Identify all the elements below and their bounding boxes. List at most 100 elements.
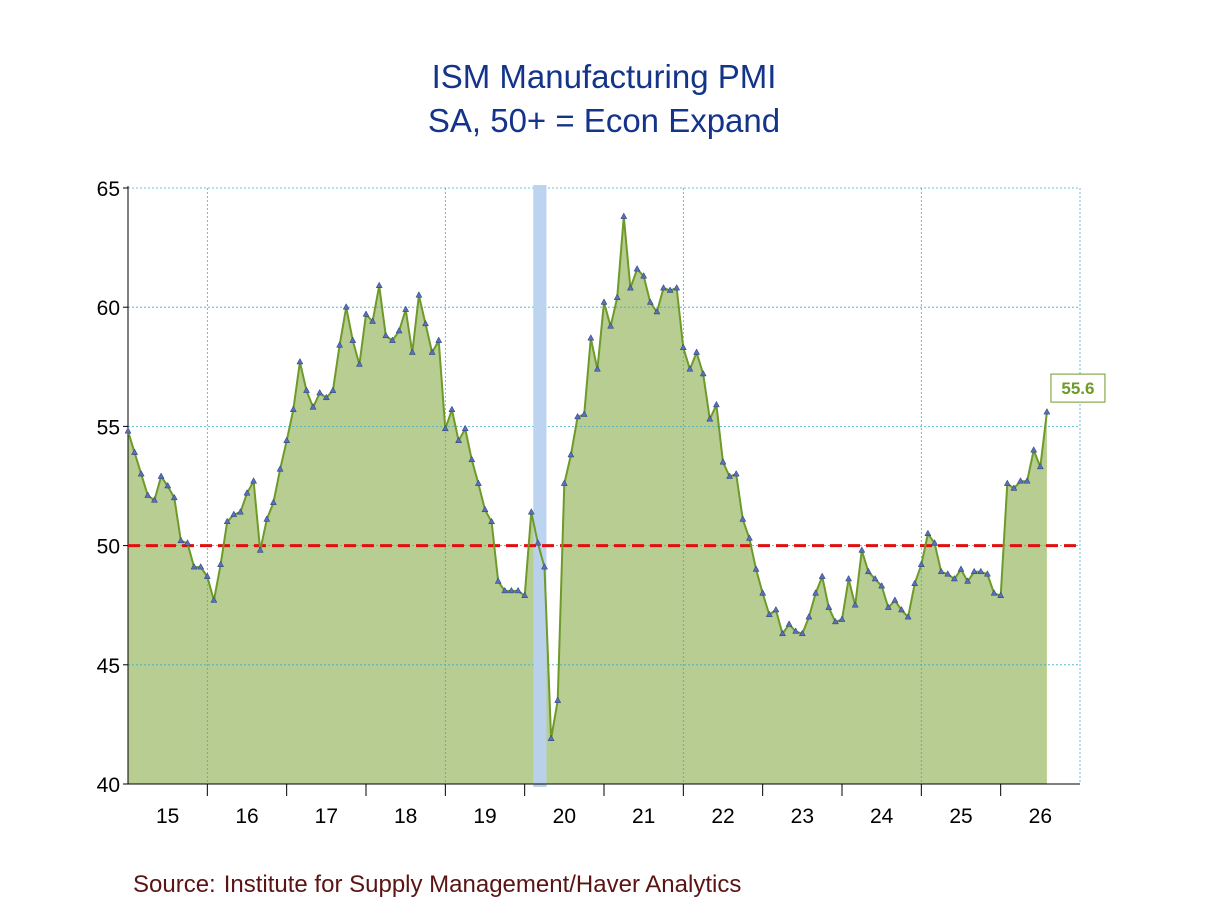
data-point-marker	[620, 212, 628, 219]
data-point-marker	[428, 348, 436, 355]
data-point-marker	[739, 515, 747, 522]
data-point-marker	[474, 479, 482, 486]
data-point-marker	[950, 574, 958, 582]
data-point-marker	[798, 629, 806, 637]
data-point-marker	[838, 615, 846, 622]
data-point-marker	[712, 400, 720, 408]
data-point-marker	[977, 567, 985, 575]
last-value-label: 55.6	[1061, 379, 1094, 398]
data-point-marker	[937, 567, 945, 575]
data-point-marker	[210, 596, 218, 603]
data-point-marker	[395, 326, 403, 334]
data-point-marker	[527, 508, 535, 515]
data-point-marker	[448, 405, 456, 412]
data-point-marker	[230, 510, 238, 517]
x-tick-label: 23	[791, 805, 814, 828]
data-point-marker	[633, 265, 641, 272]
source-prefix: Source:	[133, 871, 216, 898]
data-point-marker	[177, 536, 185, 544]
data-point-marker	[170, 493, 178, 501]
data-point-marker	[970, 567, 978, 575]
data-point-marker	[752, 565, 760, 572]
data-point-marker	[382, 331, 390, 339]
data-point-marker	[891, 596, 899, 603]
data-point-marker	[250, 477, 258, 484]
data-point-marker	[197, 563, 205, 570]
data-point-marker	[1003, 479, 1011, 486]
data-point-marker	[944, 570, 952, 577]
x-tick-label: 16	[235, 805, 258, 828]
x-tick-label: 20	[553, 805, 576, 828]
data-point-marker	[818, 572, 826, 579]
data-point-marker	[878, 582, 886, 589]
data-point-marker	[812, 589, 820, 596]
data-point-marker	[845, 574, 853, 582]
data-point-marker	[441, 424, 449, 432]
y-tick-label: 50	[97, 536, 120, 559]
data-point-marker	[593, 365, 601, 372]
data-point-marker	[461, 424, 469, 432]
x-tick-label: 17	[315, 805, 338, 828]
data-point-marker	[560, 479, 568, 486]
data-point-marker	[303, 386, 310, 393]
data-point-marker	[646, 298, 654, 305]
data-point-marker	[488, 517, 496, 525]
data-point-marker	[547, 734, 555, 741]
data-point-marker	[858, 546, 866, 553]
data-point-marker	[217, 560, 225, 567]
data-point-marker	[884, 603, 892, 610]
data-point-marker	[355, 360, 363, 367]
data-point-marker	[600, 298, 608, 305]
x-tick-label: 18	[394, 805, 417, 828]
data-point-marker	[567, 450, 575, 458]
data-point-marker	[322, 393, 330, 401]
data-point-marker	[289, 405, 297, 412]
data-point-marker	[679, 343, 687, 350]
data-point-marker	[263, 515, 271, 522]
data-point-marker	[507, 586, 515, 594]
data-point-marker	[911, 579, 919, 586]
data-point-marker	[745, 534, 753, 541]
data-point-marker	[422, 319, 429, 327]
data-point-marker	[997, 591, 1005, 598]
x-tick-label: 19	[473, 805, 496, 828]
data-point-marker	[825, 603, 833, 610]
data-point-marker	[983, 570, 991, 577]
data-point-marker	[362, 310, 370, 317]
data-point-marker	[309, 403, 317, 410]
data-point-marker	[587, 334, 595, 341]
data-point-marker	[613, 293, 621, 300]
data-point-marker	[580, 410, 588, 417]
data-point-marker	[693, 348, 701, 355]
data-point-marker	[626, 284, 634, 291]
x-tick-label: 24	[870, 805, 894, 828]
data-point-marker	[1023, 477, 1031, 484]
data-point-marker	[924, 529, 932, 536]
data-point-marker	[336, 341, 344, 348]
data-point-marker	[653, 307, 661, 315]
data-point-marker	[957, 565, 965, 572]
data-point-marker	[666, 286, 674, 293]
data-point-marker	[607, 322, 615, 329]
data-point-marker	[931, 539, 939, 546]
data-point-marker	[316, 388, 324, 396]
last-value-box	[1050, 373, 1106, 403]
data-point-marker	[296, 357, 304, 365]
y-tick-label: 60	[97, 297, 120, 320]
data-point-marker	[805, 613, 813, 620]
data-point-marker	[184, 539, 191, 546]
data-point-marker	[904, 613, 912, 620]
data-point-marker	[402, 305, 410, 312]
data-point-marker	[1043, 408, 1051, 415]
data-point-marker	[831, 617, 839, 625]
source-note: Source: Institute for Supply Management/H…	[133, 871, 741, 899]
y-tick-label: 55	[97, 416, 120, 439]
data-point-marker	[640, 272, 648, 279]
chart-subtitle: SA, 50+ = Econ Expand	[427, 102, 781, 139]
data-point-marker	[164, 481, 172, 489]
data-point-marker	[203, 572, 211, 579]
data-point-marker	[851, 601, 859, 608]
y-tick-label: 45	[97, 655, 120, 678]
data-point-marker	[719, 458, 727, 465]
